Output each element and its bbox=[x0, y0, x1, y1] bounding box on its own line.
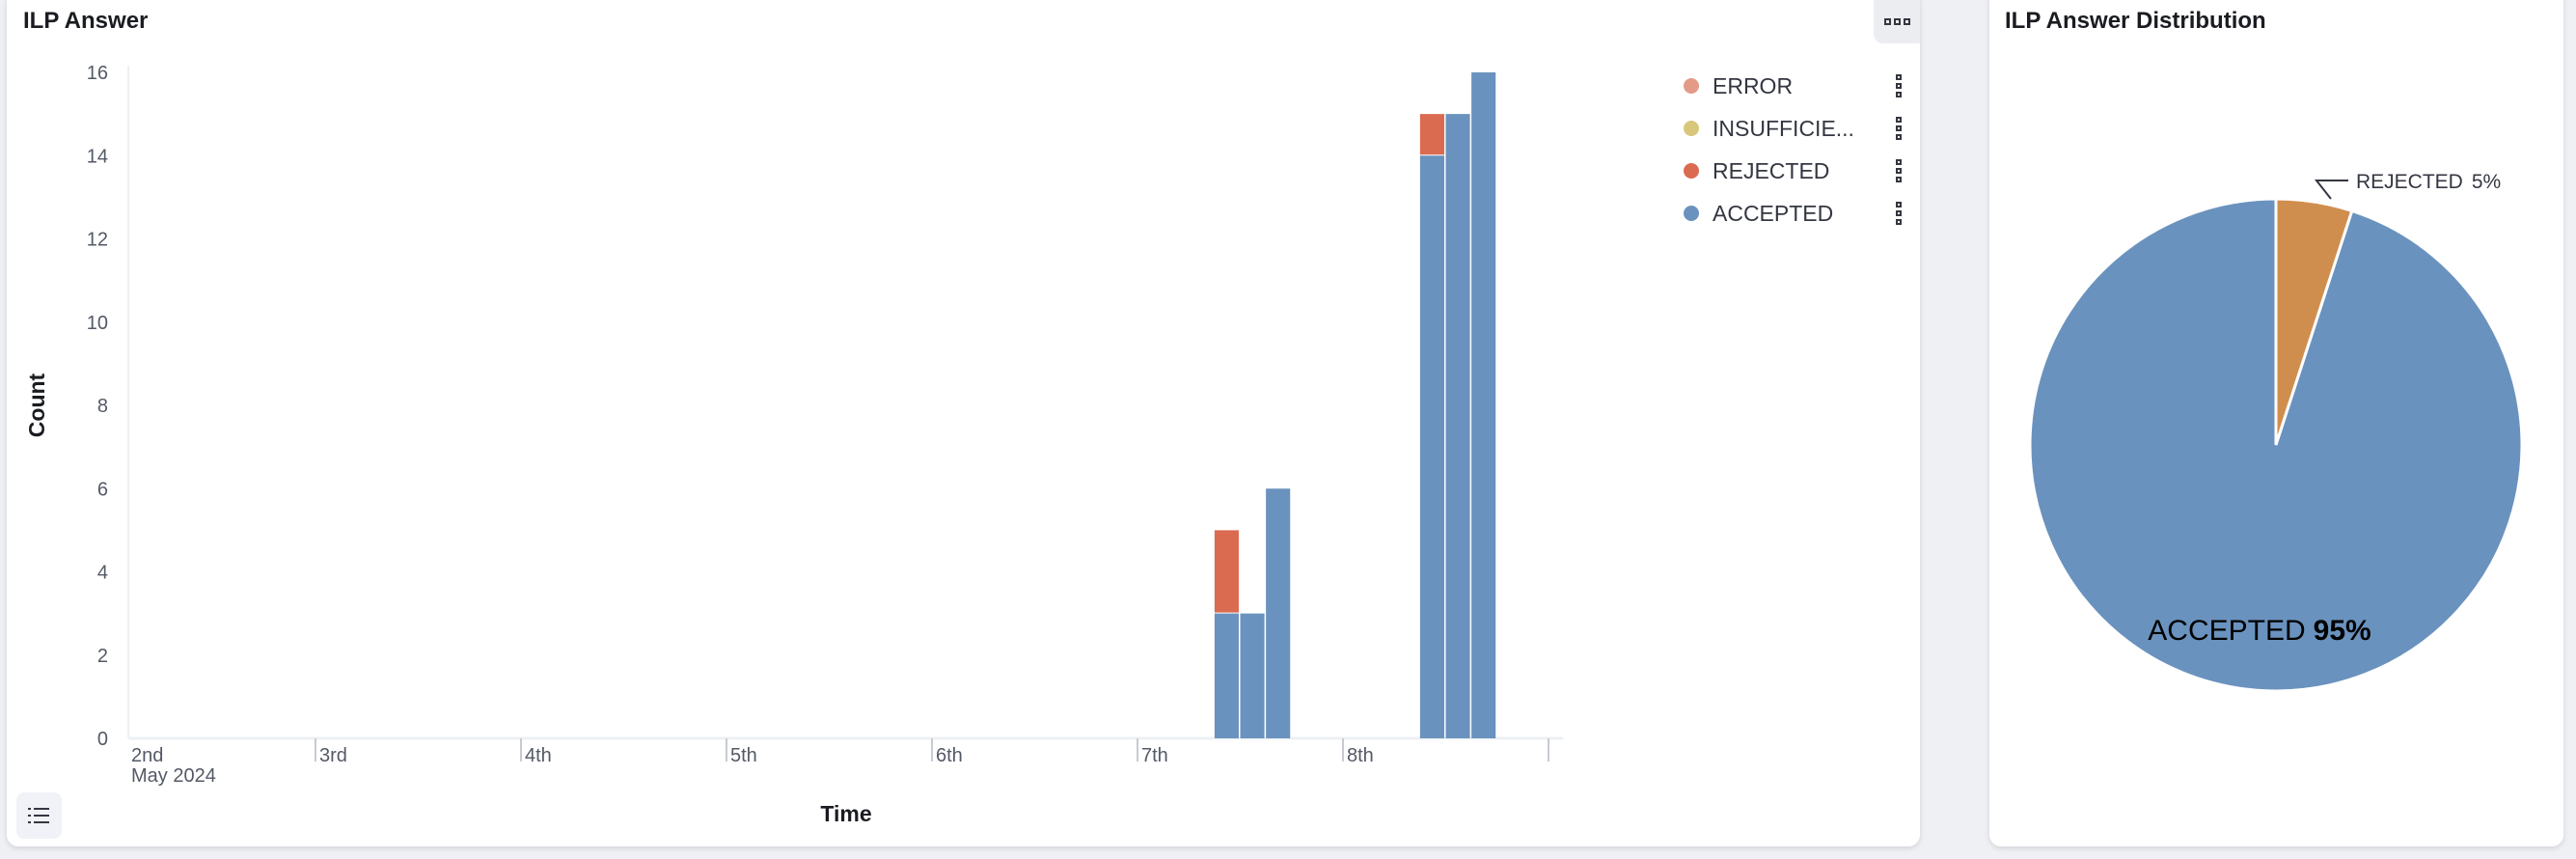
list-icon bbox=[28, 808, 49, 823]
x-tick-sublabel: May 2024 bbox=[131, 765, 216, 787]
ilp-answer-distribution-panel: ILP Answer Distribution bbox=[1989, 0, 2563, 846]
y-tick-label: 4 bbox=[97, 563, 108, 584]
bar-accepted[interactable] bbox=[1471, 72, 1496, 738]
legend-item-insufficie[interactable]: INSUFFICIE... bbox=[1684, 114, 1854, 143]
bar-chart: 0 2 4 6 8 10 12 14 16 2nd 3rd 4th 5th 6th 7th 8th May 20… bbox=[24, 63, 1563, 826]
x-tick-label: 2nd bbox=[131, 745, 163, 766]
bar-rejected[interactable] bbox=[1214, 530, 1239, 613]
legend-label: INSUFFICIE... bbox=[1713, 115, 1854, 141]
panel-title: ILP Answer bbox=[23, 8, 149, 34]
y-tick-label: 10 bbox=[87, 313, 108, 334]
y-axis-title: Count bbox=[24, 373, 49, 437]
legend-dot-icon bbox=[1684, 78, 1699, 94]
y-tick-label: 8 bbox=[97, 396, 108, 417]
x-tick-label: 4th bbox=[525, 745, 552, 766]
legend-toggle-button[interactable] bbox=[16, 792, 62, 839]
bar-accepted[interactable] bbox=[1214, 613, 1239, 738]
bar-accepted[interactable] bbox=[1419, 155, 1444, 738]
bar-accepted[interactable] bbox=[1266, 488, 1291, 738]
y-tick-label: 12 bbox=[87, 230, 108, 251]
panel-options-button[interactable] bbox=[1874, 0, 1920, 43]
y-tick-label: 14 bbox=[87, 146, 108, 167]
legend-label: ACCEPTED bbox=[1713, 200, 1834, 226]
more-horizontal-icon bbox=[1883, 18, 1910, 25]
ilp-answer-panel: ILP Answer ERROR INSUFFICIE... REJECTED ACC… bbox=[7, 0, 1920, 846]
y-tick-label: 2 bbox=[97, 646, 108, 667]
legend-label: REJECTED bbox=[1713, 157, 1830, 183]
legend-item-accepted[interactable]: ACCEPTED bbox=[1684, 199, 1833, 228]
legend-dot-icon bbox=[1684, 121, 1699, 136]
x-tick-label: 8th bbox=[1347, 745, 1374, 766]
legend-item-error[interactable]: ERROR bbox=[1684, 71, 1793, 100]
legend-item-rejected[interactable]: REJECTED bbox=[1684, 156, 1829, 185]
x-tick-label: 3rd bbox=[319, 745, 347, 766]
panel-title: ILP Answer Distribution bbox=[2005, 8, 2266, 34]
legend-dot-icon bbox=[1684, 163, 1699, 179]
legend-dot-icon bbox=[1684, 206, 1699, 221]
x-axis-title: Time bbox=[820, 801, 871, 826]
y-tick-label: 6 bbox=[97, 479, 108, 500]
bar-accepted[interactable] bbox=[1240, 613, 1265, 738]
x-tick-label: 5th bbox=[730, 745, 757, 766]
legend-item-actions-button[interactable] bbox=[1896, 74, 1902, 97]
bar-accepted[interactable] bbox=[1445, 114, 1470, 738]
legend-label: ERROR bbox=[1713, 72, 1794, 98]
bar-rejected[interactable] bbox=[1419, 114, 1444, 155]
y-tick-label: 16 bbox=[87, 63, 108, 84]
y-tick-label: 0 bbox=[97, 729, 108, 750]
x-tick-label: 7th bbox=[1141, 745, 1168, 766]
legend-item-actions-button[interactable] bbox=[1896, 159, 1902, 182]
legend-item-actions-button[interactable] bbox=[1896, 117, 1902, 140]
legend-item-actions-button[interactable] bbox=[1896, 202, 1902, 225]
x-tick-label: 6th bbox=[936, 745, 963, 766]
